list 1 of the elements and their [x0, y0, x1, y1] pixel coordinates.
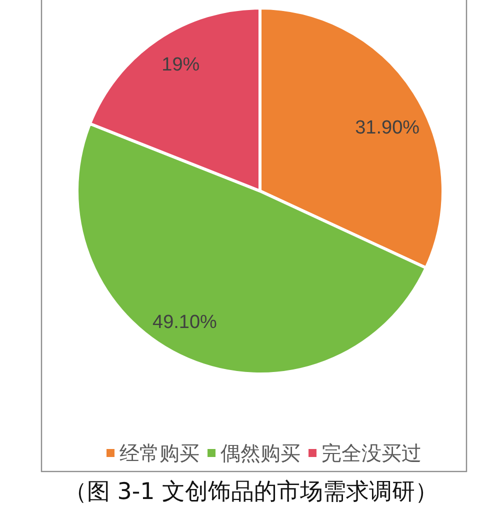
- caption: （图 3-1 文创饰品的市场需求调研）: [64, 479, 438, 505]
